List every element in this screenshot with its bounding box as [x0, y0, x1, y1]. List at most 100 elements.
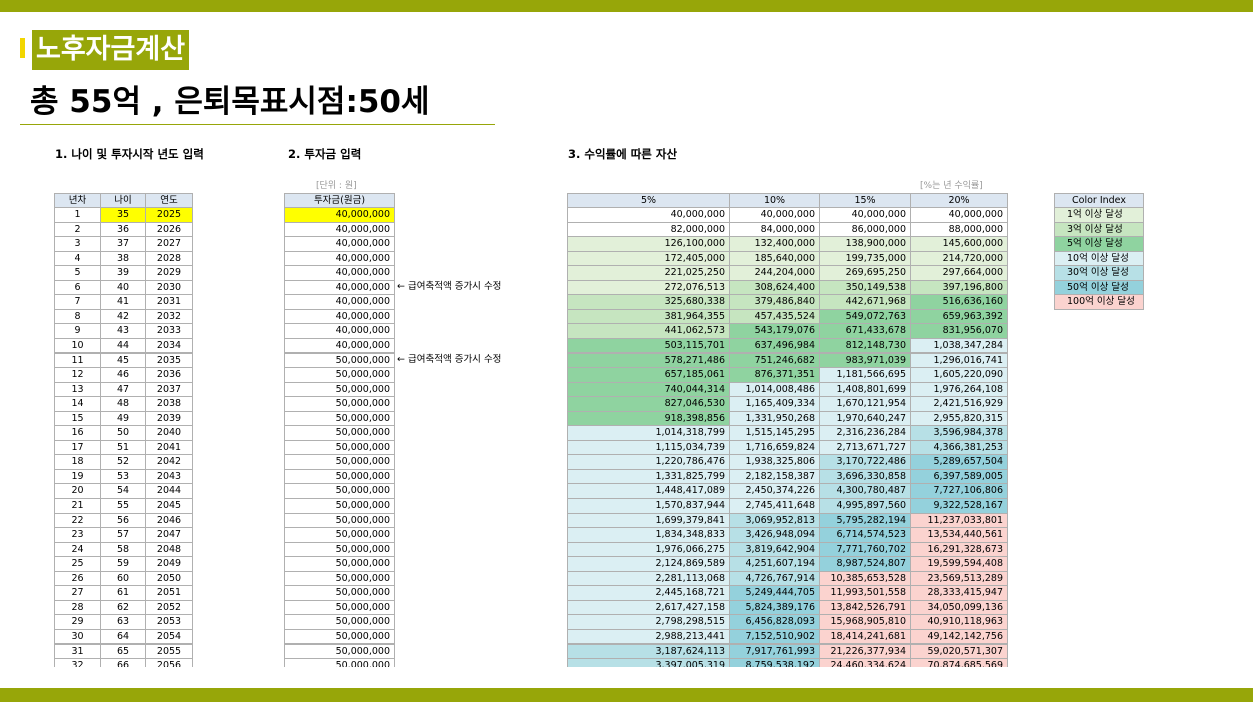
cell: 26 — [54, 570, 101, 587]
cell: 2037 — [145, 381, 193, 398]
cell: 2039 — [145, 410, 193, 427]
cell: 8,987,524,807 — [819, 556, 911, 572]
cell: 23 — [54, 527, 101, 543]
cell: 46 — [100, 367, 146, 383]
cell: 2049 — [145, 556, 193, 572]
cell: 40,000,000 — [284, 323, 395, 339]
legend-entry: 50억 이상 달성 — [1054, 279, 1144, 295]
cell: 3,397,005,319 — [567, 658, 730, 667]
cell: 3,187,624,113 — [567, 643, 730, 660]
cell: 39 — [100, 265, 146, 281]
cell: 1,331,825,799 — [567, 468, 730, 485]
rate-note: [%는 년 수익률] — [920, 181, 983, 191]
cell: 1,331,950,268 — [729, 410, 820, 427]
cell: 50,000,000 — [284, 468, 395, 485]
cell: 50,000,000 — [284, 352, 395, 369]
cell: 2045 — [145, 498, 193, 514]
header-cell: 15% — [819, 193, 911, 208]
cell: 40,000,000 — [284, 221, 395, 238]
cell: 56 — [100, 512, 146, 529]
cell: 1,181,566,695 — [819, 367, 911, 383]
cell: 57 — [100, 527, 146, 543]
cell: 297,664,000 — [910, 265, 1008, 281]
cell: 2026 — [145, 221, 193, 238]
cell: 325,680,338 — [567, 294, 730, 310]
cell: 48 — [100, 396, 146, 412]
cell: 2,955,820,315 — [910, 410, 1008, 427]
cell: 2052 — [145, 599, 193, 616]
underline — [20, 124, 495, 125]
cell: 24 — [54, 541, 101, 558]
cell: 40 — [100, 279, 146, 296]
header-cell: 10% — [729, 193, 820, 208]
cell: 185,640,000 — [729, 250, 820, 267]
cell: 578,271,486 — [567, 352, 730, 369]
cell: 19 — [54, 468, 101, 485]
cell: 13 — [54, 381, 101, 398]
header-cell: 년차 — [54, 193, 101, 208]
title: 노후자금계산 — [32, 30, 190, 70]
cell: 2047 — [145, 527, 193, 543]
cell: 2025 — [145, 207, 193, 223]
cell: 50,000,000 — [284, 599, 395, 616]
cell: 50,000,000 — [284, 556, 395, 572]
cell: 1,699,379,841 — [567, 512, 730, 529]
cell: 2050 — [145, 570, 193, 587]
cell: 50,000,000 — [284, 498, 395, 514]
cell: 457,435,524 — [729, 308, 820, 325]
cell: 11,237,033,801 — [910, 512, 1008, 529]
cell: 3,426,948,094 — [729, 527, 820, 543]
bottom-bar — [0, 688, 1253, 702]
cell: 657,185,061 — [567, 367, 730, 383]
cell: 36 — [100, 221, 146, 238]
cell: 50,000,000 — [284, 658, 395, 667]
cell: 84,000,000 — [729, 221, 820, 238]
cell: 3,696,330,858 — [819, 468, 911, 485]
cell: 50,000,000 — [284, 527, 395, 543]
cell: 2033 — [145, 323, 193, 339]
cell: 4,251,607,194 — [729, 556, 820, 572]
cell: 41 — [100, 294, 146, 310]
cell: 199,735,000 — [819, 250, 911, 267]
cell: 50,000,000 — [284, 425, 395, 441]
cell: 50,000,000 — [284, 585, 395, 601]
cell: 1,220,786,476 — [567, 454, 730, 470]
cell: 12 — [54, 367, 101, 383]
cell: 50,000,000 — [284, 512, 395, 529]
cell: 543,179,076 — [729, 323, 820, 339]
cell: 2051 — [145, 585, 193, 601]
cell: 827,046,530 — [567, 396, 730, 412]
cell: 5,824,389,176 — [729, 599, 820, 616]
cell: 4,300,780,487 — [819, 483, 911, 499]
cell: 20 — [54, 483, 101, 499]
cell: 379,486,840 — [729, 294, 820, 310]
cell: 2029 — [145, 265, 193, 281]
unit-note: [단위 : 원] — [316, 181, 357, 191]
cell: 126,100,000 — [567, 236, 730, 252]
cell: 40,000,000 — [284, 294, 395, 310]
cell: 172,405,000 — [567, 250, 730, 267]
cell: 2,745,411,648 — [729, 498, 820, 514]
cell: 5,289,657,504 — [910, 454, 1008, 470]
cell: 2,281,113,068 — [567, 570, 730, 587]
cell: 7,152,510,902 — [729, 628, 820, 645]
cell: 28,333,415,947 — [910, 585, 1008, 601]
cell: 50,000,000 — [284, 628, 395, 645]
cell: 8,759,538,192 — [729, 658, 820, 667]
cell: 61 — [100, 585, 146, 601]
cell: 1,014,318,799 — [567, 425, 730, 441]
cell: 10,385,653,528 — [819, 570, 911, 587]
cell: 5,249,444,705 — [729, 585, 820, 601]
cell: 40,000,000 — [284, 250, 395, 267]
legend-entry: 30억 이상 달성 — [1054, 265, 1144, 281]
cell: 516,636,160 — [910, 294, 1008, 310]
cell: 918,398,856 — [567, 410, 730, 427]
cell: 1,605,220,090 — [910, 367, 1008, 383]
cell: 70,874,685,569 — [910, 658, 1008, 667]
cell: 50,000,000 — [284, 643, 395, 660]
cell: 25 — [54, 556, 101, 572]
legend-entry: 10억 이상 달성 — [1054, 250, 1144, 266]
cell: 40,000,000 — [284, 265, 395, 281]
cell: 82,000,000 — [567, 221, 730, 238]
